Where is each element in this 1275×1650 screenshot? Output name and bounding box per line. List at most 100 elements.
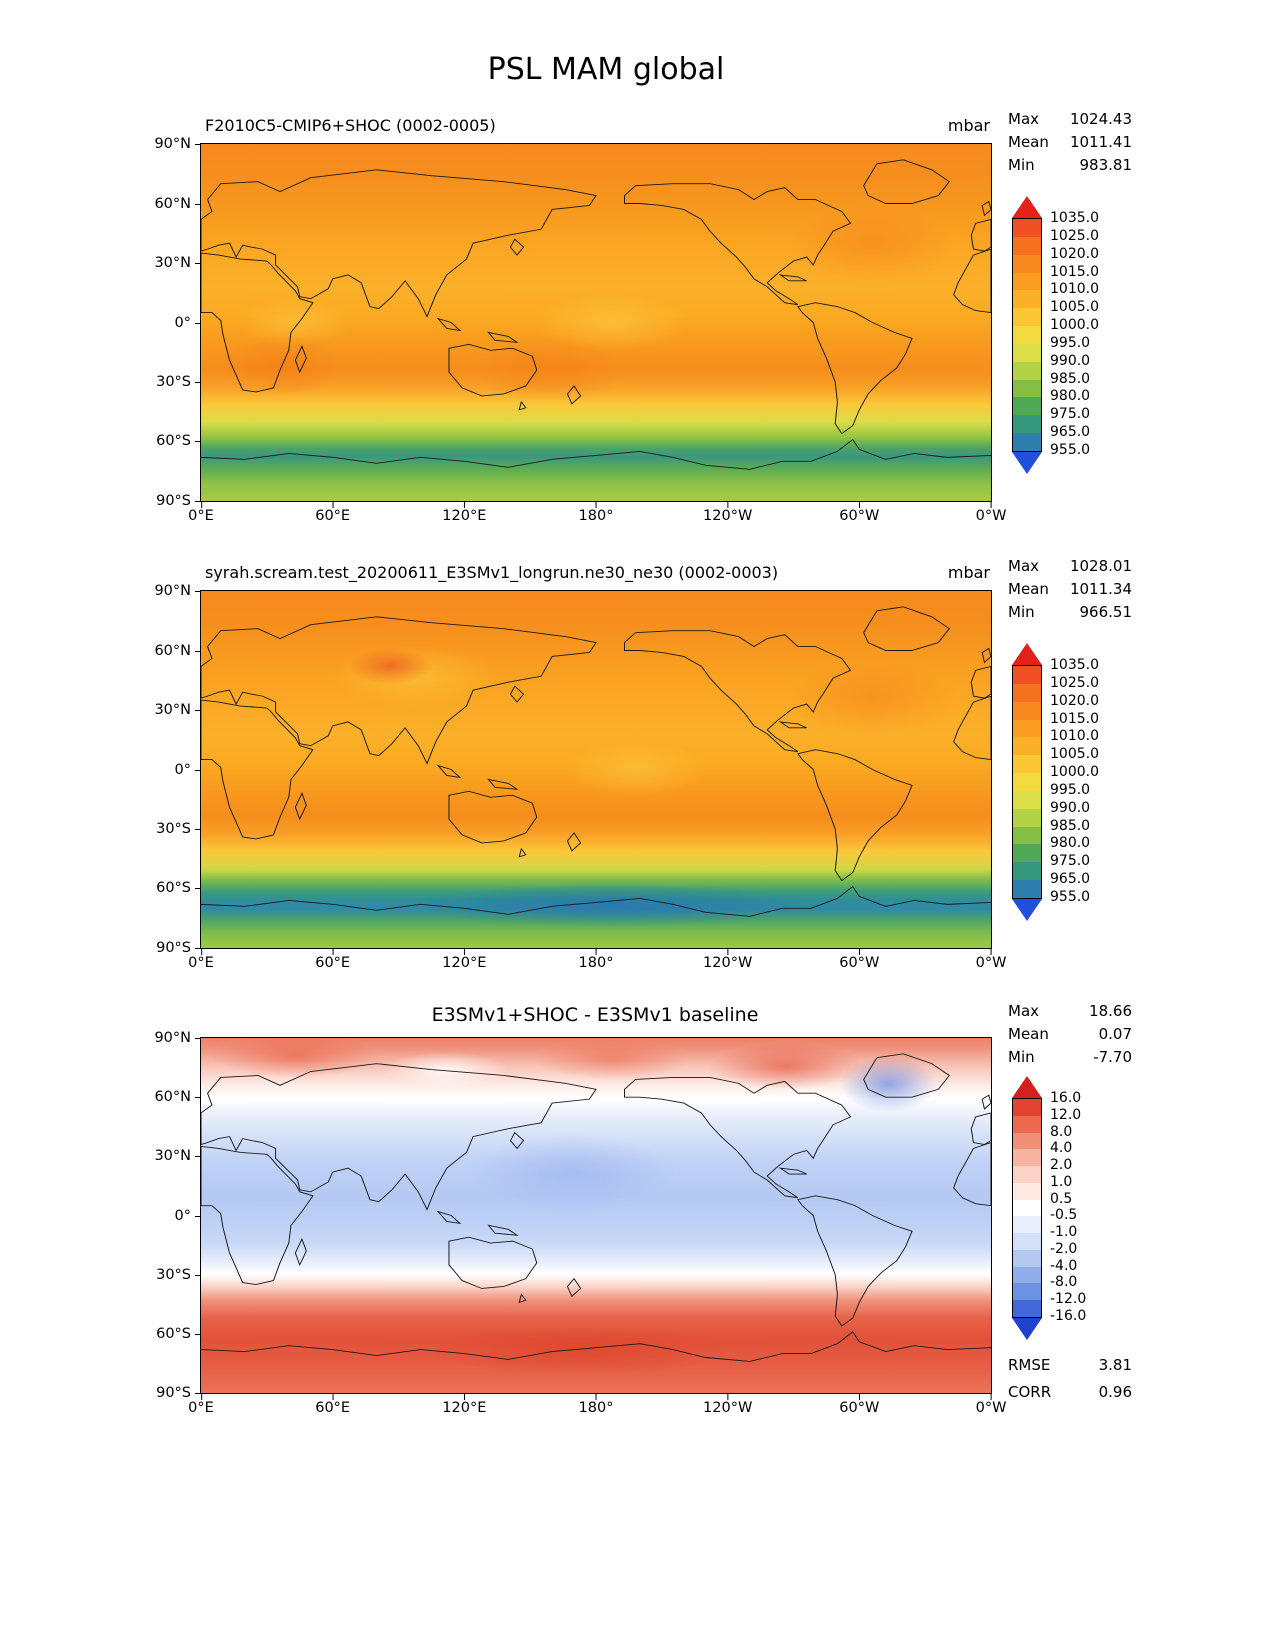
colorbar-tick-label: 1015.0	[1050, 263, 1099, 280]
colorbar-tick-label: 975.0	[1050, 406, 1091, 423]
colorbar-body	[1012, 1098, 1042, 1318]
colorbar-tick-label: 1035.0	[1050, 210, 1099, 226]
colorbar-extend-min	[1012, 1317, 1042, 1340]
lon-tick-label: 180°	[578, 502, 614, 524]
map-panel-2: 90°N 60°N 30°N 0° 30°S 60°S 90°S 0°E 60°…	[154, 583, 1006, 971]
lon-tick-label: 180°	[578, 949, 614, 971]
stat-min-value: 966.51	[1079, 603, 1133, 621]
lat-tick-label: 0°	[174, 314, 202, 331]
colorbar-segment	[1013, 236, 1041, 255]
colorbar-panel-2	[1012, 643, 1042, 921]
colorbar-tick-label: 990.0	[1050, 352, 1091, 369]
lat-tick-label: 60°N	[154, 1089, 201, 1106]
colorbar-segment	[1013, 1199, 1041, 1217]
panel-1-title: F2010C5-CMIP6+SHOC (0002-0005)	[205, 116, 496, 135]
panel-3-stats: Max 18.66 Mean 0.07 Min -7.70	[1008, 1000, 1132, 1069]
lat-tick-label: 30°N	[154, 1148, 201, 1165]
lat-tick-label: 90°S	[156, 940, 201, 956]
colorbar-tick-label: -16.0	[1050, 1307, 1087, 1324]
lon-tick-label: 60°E	[315, 502, 351, 524]
lon-tick-label: 180°	[578, 1394, 614, 1416]
colorbar-tick-label: -8.0	[1050, 1274, 1078, 1291]
colorbar-segment	[1013, 361, 1041, 380]
colorbar-tick-label: 955.0	[1050, 888, 1091, 905]
colorbar-segment	[1013, 397, 1041, 416]
panel-1-stats: Max 1024.43 Mean 1011.41 Min 983.81	[1008, 108, 1132, 177]
lat-tick-label: 90°N	[154, 136, 201, 152]
colorbar-segment	[1013, 755, 1041, 774]
colorbar-tick-label: 1015.0	[1050, 710, 1099, 727]
colorbar-tick-label: -1.0	[1050, 1224, 1078, 1241]
stat-min-label: Min	[1008, 603, 1035, 621]
panel-difference: E3SMv1+SHOC - E3SMv1 baseline 90°N 60°N …	[0, 1000, 1275, 1470]
lon-tick-label: 0°W	[975, 502, 1007, 524]
stat-mean-value: 0.07	[1098, 1025, 1132, 1043]
stat-mean-label: Mean	[1008, 580, 1049, 598]
lon-tick-label: 0°E	[188, 502, 214, 524]
stat-mean-value: 1011.34	[1069, 580, 1132, 598]
lat-tick-label: 30°N	[154, 701, 201, 718]
colorbar-tick-label: -2.0	[1050, 1240, 1078, 1257]
lat-tick-label: 90°S	[156, 1385, 201, 1401]
colorbar-tick-label: 1.0	[1050, 1173, 1073, 1190]
stat-mean-label: Mean	[1008, 1025, 1049, 1043]
colorbar-segment	[1013, 308, 1041, 327]
colorbar-segment	[1013, 862, 1041, 881]
rmse-label: RMSE	[1008, 1356, 1051, 1374]
rmse-value: 3.81	[1098, 1356, 1132, 1374]
colorbar-segment	[1013, 1099, 1041, 1116]
colorbar-tick-label: 2.0	[1050, 1157, 1073, 1174]
lon-tick-label: 60°W	[839, 949, 880, 971]
lon-tick-label: 120°E	[442, 949, 487, 971]
lat-tick-label: 0°	[174, 761, 202, 778]
colorbar-segment	[1013, 219, 1041, 237]
lon-tick-label: 0°W	[975, 1394, 1007, 1416]
colorbar-segment	[1013, 290, 1041, 309]
panel-2-units-label: mbar	[947, 563, 990, 582]
colorbar-extend-max	[1012, 196, 1042, 218]
colorbar-segment	[1013, 326, 1041, 344]
panel-model-a: F2010C5-CMIP6+SHOC (0002-0005) mbar 90°N…	[0, 108, 1275, 555]
colorbar-tick-label: 980.0	[1050, 388, 1091, 405]
lat-tick-label: 30°S	[156, 374, 201, 390]
lat-tick-label: 60°S	[156, 880, 201, 897]
lat-tick-label: 90°S	[156, 493, 201, 509]
colorbar-tick-label: 985.0	[1050, 817, 1091, 834]
lon-tick-label: 60°W	[839, 1394, 880, 1416]
colorbar-tick-label: 1020.0	[1050, 692, 1099, 709]
colorbar-labels-panel-2: 1035.0 1025.0 1020.0 1015.0 1010.0 1005.…	[1050, 657, 1099, 907]
colorbar-tick-label: -4.0	[1050, 1257, 1078, 1274]
panel-model-b: syrah.scream.test_20200611_E3SMv1_longru…	[0, 555, 1275, 1000]
lon-tick-label: 120°W	[703, 949, 753, 971]
coastlines-overlay	[201, 159, 991, 470]
stat-mean-value: 1011.41	[1069, 133, 1132, 151]
colorbar-tick-label: 8.0	[1050, 1123, 1073, 1140]
corr-label: CORR	[1008, 1383, 1052, 1401]
colorbar-body	[1012, 665, 1042, 899]
colorbar-tick-label: -12.0	[1050, 1291, 1087, 1308]
colorbar-segment	[1013, 415, 1041, 434]
colorbar-extend-max	[1012, 1076, 1042, 1098]
colorbar-tick-label: 1000.0	[1050, 764, 1099, 781]
lon-tick-label: 0°E	[188, 1394, 214, 1416]
colorbar-tick-label: 1005.0	[1050, 746, 1099, 763]
colorbar-segment	[1013, 1115, 1041, 1133]
lat-tick-label: 60°N	[154, 195, 201, 212]
colorbar-segment	[1013, 1283, 1041, 1301]
panel-1-units-label: mbar	[947, 116, 990, 135]
lat-tick-label: 30°S	[156, 1266, 201, 1283]
figure-title: PSL MAM global	[487, 52, 725, 87]
stat-mean-label: Mean	[1008, 133, 1049, 151]
lat-tick-label: 30°S	[156, 821, 201, 837]
colorbar-segment	[1013, 1300, 1041, 1317]
lon-tick-label: 120°E	[442, 1394, 487, 1416]
stat-min-value: -7.70	[1093, 1048, 1132, 1066]
colorbar-segment	[1013, 1216, 1041, 1234]
lon-tick-label: 0°W	[975, 949, 1007, 971]
colorbar-tick-label: 12.0	[1050, 1106, 1082, 1123]
colorbar-panel-3	[1012, 1076, 1042, 1340]
colorbar-segment	[1013, 433, 1041, 451]
colorbar-segment	[1013, 808, 1041, 827]
stat-max-label: Max	[1008, 1002, 1040, 1020]
lon-tick-label: 120°E	[442, 502, 487, 524]
